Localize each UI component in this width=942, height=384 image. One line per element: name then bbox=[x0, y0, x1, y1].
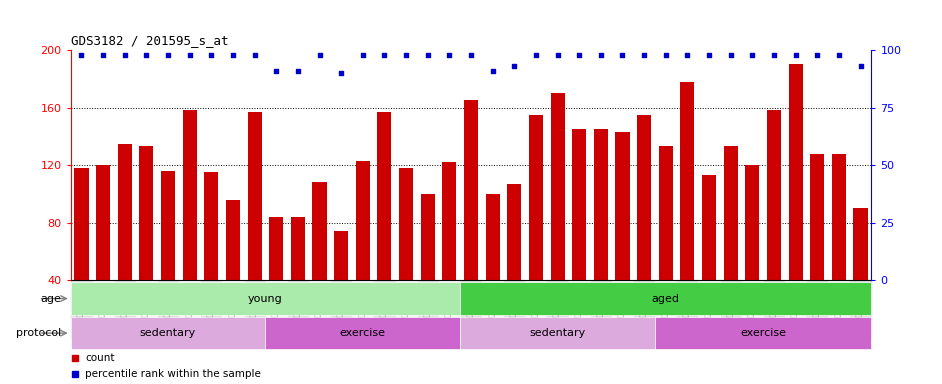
Point bbox=[832, 51, 847, 58]
Point bbox=[95, 51, 110, 58]
Bar bbox=[486, 194, 499, 280]
Point bbox=[463, 51, 479, 58]
Point bbox=[485, 68, 500, 74]
Bar bbox=[269, 217, 284, 280]
Bar bbox=[680, 82, 694, 280]
Point bbox=[572, 51, 587, 58]
Point bbox=[658, 51, 674, 58]
Text: protocol: protocol bbox=[16, 328, 61, 338]
Point bbox=[853, 63, 869, 69]
Point bbox=[333, 70, 349, 76]
Text: sedentary: sedentary bbox=[529, 328, 586, 338]
Bar bbox=[334, 231, 349, 280]
Bar bbox=[702, 175, 716, 280]
Point bbox=[593, 51, 609, 58]
Bar bbox=[71, 317, 266, 349]
Point bbox=[615, 51, 630, 58]
Point bbox=[117, 51, 132, 58]
Point bbox=[290, 68, 305, 74]
Bar bbox=[461, 317, 655, 349]
Text: age: age bbox=[41, 293, 61, 304]
Bar bbox=[528, 115, 543, 280]
Bar bbox=[655, 317, 871, 349]
Bar bbox=[74, 168, 89, 280]
Point bbox=[723, 51, 739, 58]
Point bbox=[550, 51, 565, 58]
Point bbox=[160, 51, 175, 58]
Bar bbox=[767, 111, 781, 280]
Bar bbox=[464, 100, 478, 280]
Text: aged: aged bbox=[652, 293, 680, 304]
Bar bbox=[658, 146, 673, 280]
Bar bbox=[593, 129, 608, 280]
Bar bbox=[461, 282, 871, 315]
Bar bbox=[810, 154, 824, 280]
Point bbox=[225, 51, 240, 58]
Text: young: young bbox=[248, 293, 283, 304]
Bar bbox=[248, 112, 262, 280]
Text: count: count bbox=[85, 353, 115, 362]
Bar bbox=[139, 146, 154, 280]
Bar bbox=[507, 184, 521, 280]
Point bbox=[745, 51, 760, 58]
Text: percentile rank within the sample: percentile rank within the sample bbox=[85, 369, 261, 379]
Point bbox=[182, 51, 197, 58]
Point bbox=[507, 63, 522, 69]
Point bbox=[138, 51, 154, 58]
Bar bbox=[71, 282, 461, 315]
Bar bbox=[118, 144, 132, 280]
Point bbox=[420, 51, 435, 58]
Point bbox=[73, 51, 89, 58]
Bar bbox=[853, 209, 868, 280]
Bar bbox=[572, 129, 586, 280]
Bar bbox=[550, 93, 564, 280]
Bar bbox=[266, 317, 461, 349]
Bar bbox=[226, 200, 240, 280]
Bar bbox=[399, 168, 414, 280]
Point bbox=[442, 51, 457, 58]
Point bbox=[247, 51, 262, 58]
Point bbox=[528, 51, 544, 58]
Text: exercise: exercise bbox=[340, 328, 386, 338]
Bar bbox=[204, 172, 219, 280]
Bar bbox=[637, 115, 651, 280]
Point bbox=[680, 51, 695, 58]
Point bbox=[312, 51, 327, 58]
Point bbox=[788, 51, 804, 58]
Point bbox=[810, 51, 825, 58]
Point bbox=[767, 51, 782, 58]
Bar bbox=[832, 154, 846, 280]
Text: exercise: exercise bbox=[740, 328, 787, 338]
Bar bbox=[96, 165, 110, 280]
Bar bbox=[378, 112, 392, 280]
Bar bbox=[443, 162, 456, 280]
Text: GDS3182 / 201595_s_at: GDS3182 / 201595_s_at bbox=[71, 34, 228, 47]
Bar bbox=[183, 111, 197, 280]
Bar bbox=[421, 194, 435, 280]
Bar bbox=[745, 165, 759, 280]
Text: sedentary: sedentary bbox=[140, 328, 196, 338]
Point bbox=[203, 51, 219, 58]
Bar bbox=[291, 217, 305, 280]
Point bbox=[702, 51, 717, 58]
Bar bbox=[723, 146, 738, 280]
Point bbox=[637, 51, 652, 58]
Bar bbox=[161, 171, 175, 280]
Bar bbox=[356, 161, 370, 280]
Point bbox=[398, 51, 414, 58]
Point bbox=[268, 68, 284, 74]
Bar bbox=[788, 65, 803, 280]
Bar bbox=[313, 182, 327, 280]
Point bbox=[355, 51, 370, 58]
Bar bbox=[615, 132, 629, 280]
Point bbox=[377, 51, 392, 58]
